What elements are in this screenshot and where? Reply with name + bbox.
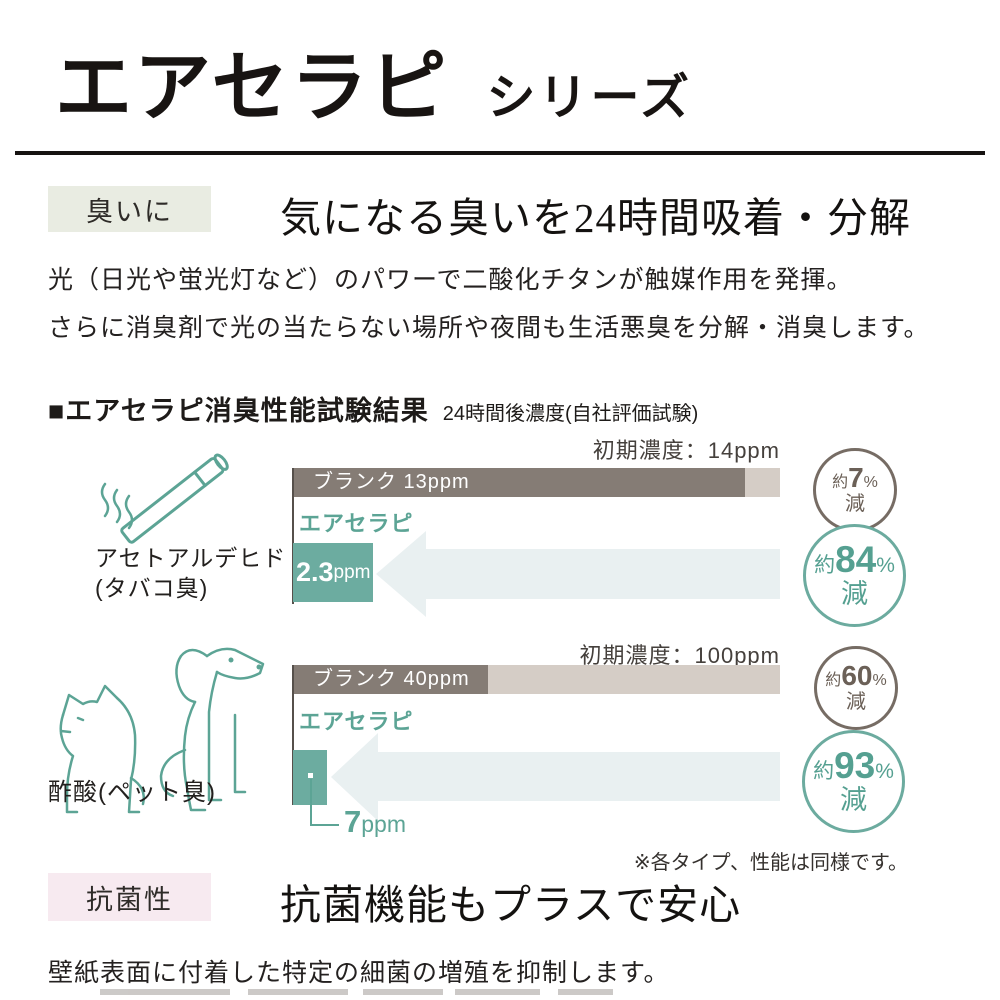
deodorize-paragraph-1: 光（日光や蛍光灯など）のパワーで二酸化チタンが触媒作用を発揮。 bbox=[48, 267, 853, 294]
item-label-line1: アセトアルデヒド bbox=[95, 545, 287, 571]
initial-concentration-label: 初期濃度：100ppm bbox=[579, 643, 780, 668]
dog-and-cat-icon bbox=[59, 647, 265, 814]
product-series-label: エアセラピ bbox=[299, 709, 414, 734]
product-bar: 2.3 ppm bbox=[293, 543, 373, 602]
badge-value: 93 bbox=[834, 744, 876, 786]
badge-approx: 約 bbox=[825, 672, 842, 689]
deodorize-paragraph-2: さらに消臭剤で光の当たらない場所や夜間も生活悪臭を分解・消臭します。 bbox=[48, 315, 930, 342]
results-header: ■エアセラピ消臭性能試験結果 24時間後濃度(自社評価試験) bbox=[48, 389, 698, 428]
badge-value: 60 bbox=[841, 660, 873, 691]
blank-bar-label: ブランク 13ppm bbox=[313, 471, 470, 493]
item-label-line2: (タバコ臭) bbox=[95, 575, 209, 601]
reduction-badge-small: 約 7 % 減 bbox=[813, 448, 897, 532]
antibacterial-heading: 抗菌機能もプラスで安心 bbox=[280, 882, 742, 928]
product-bar-value: 7 bbox=[344, 804, 362, 839]
reduction-badge-large: 約 93 % 減 bbox=[802, 730, 905, 833]
reduction-arrow-icon bbox=[331, 733, 780, 821]
deodorize-tag: 臭いに bbox=[48, 186, 211, 232]
item-label-line1: 酢酸(ペット臭) bbox=[48, 779, 216, 806]
blank-bar: ブランク 40ppm bbox=[293, 665, 780, 694]
page-title: エアセラピ bbox=[55, 45, 449, 131]
header-divider bbox=[15, 151, 985, 155]
badge-approx: 約 bbox=[814, 553, 836, 577]
reduction-badge-small: 約 60 % 減 bbox=[814, 646, 898, 730]
results-subtitle: 24時間後濃度(自社評価試験) bbox=[442, 403, 699, 425]
item-label: アセトアルデヒド (タバコ臭) bbox=[95, 543, 286, 603]
product-series-label: エアセラピ bbox=[299, 511, 414, 536]
blank-bar-fill bbox=[293, 665, 488, 694]
badge-word: 減 bbox=[841, 578, 868, 609]
reduction-badge-large: 約 84 % 減 bbox=[803, 524, 906, 627]
badge-percent: % bbox=[872, 672, 887, 689]
deodorize-heading: 気になる臭いを24時間吸着・分解 bbox=[280, 195, 911, 241]
initial-concentration-label: 初期濃度：14ppm bbox=[592, 438, 780, 463]
series-suffix: シリーズ bbox=[486, 71, 693, 125]
item-label: 酢酸(ペット臭) bbox=[48, 778, 216, 808]
product-bar-unit: ppm bbox=[361, 811, 406, 837]
badge-word: 減 bbox=[846, 691, 866, 713]
product-value-callout: 7 ppm bbox=[344, 804, 406, 840]
antibacterial-tag: 抗菌性 bbox=[48, 873, 211, 921]
reduction-arrow-icon bbox=[376, 531, 780, 617]
page-header: エアセラピ シリーズ bbox=[55, 26, 692, 137]
note: ※各タイプ、性能は同様です。 bbox=[633, 852, 908, 874]
product-bar-value: 2.3 bbox=[296, 557, 334, 587]
antibacterial-paragraph: 壁紙表面に付着した特定の細菌の増殖を抑制します。 bbox=[48, 960, 670, 987]
chart-axis bbox=[292, 468, 294, 604]
callout-anchor-dot bbox=[308, 773, 313, 778]
callout-line-horizontal bbox=[310, 824, 339, 826]
chart-axis bbox=[292, 665, 294, 805]
cropped-next-section bbox=[100, 989, 613, 995]
badge-word: 減 bbox=[840, 784, 867, 815]
badge-percent: % bbox=[863, 474, 878, 491]
badge-approx: 約 bbox=[832, 474, 849, 491]
blank-bar-fill bbox=[293, 468, 745, 497]
badge-word: 減 bbox=[845, 493, 865, 515]
badge-percent: % bbox=[875, 759, 894, 783]
callout-line-vertical bbox=[310, 779, 312, 826]
blank-bar: ブランク 13ppm bbox=[293, 468, 780, 497]
badge-value: 84 bbox=[835, 538, 877, 580]
cigarette-smoke-icon bbox=[100, 453, 229, 544]
blank-bar-label: ブランク 40ppm bbox=[313, 668, 470, 690]
badge-approx: 約 bbox=[813, 759, 835, 783]
badge-value: 7 bbox=[848, 462, 864, 493]
badge-percent: % bbox=[876, 553, 895, 577]
results-title: ■エアセラピ消臭性能試験結果 bbox=[48, 396, 429, 426]
product-bar-unit: ppm bbox=[333, 561, 371, 583]
